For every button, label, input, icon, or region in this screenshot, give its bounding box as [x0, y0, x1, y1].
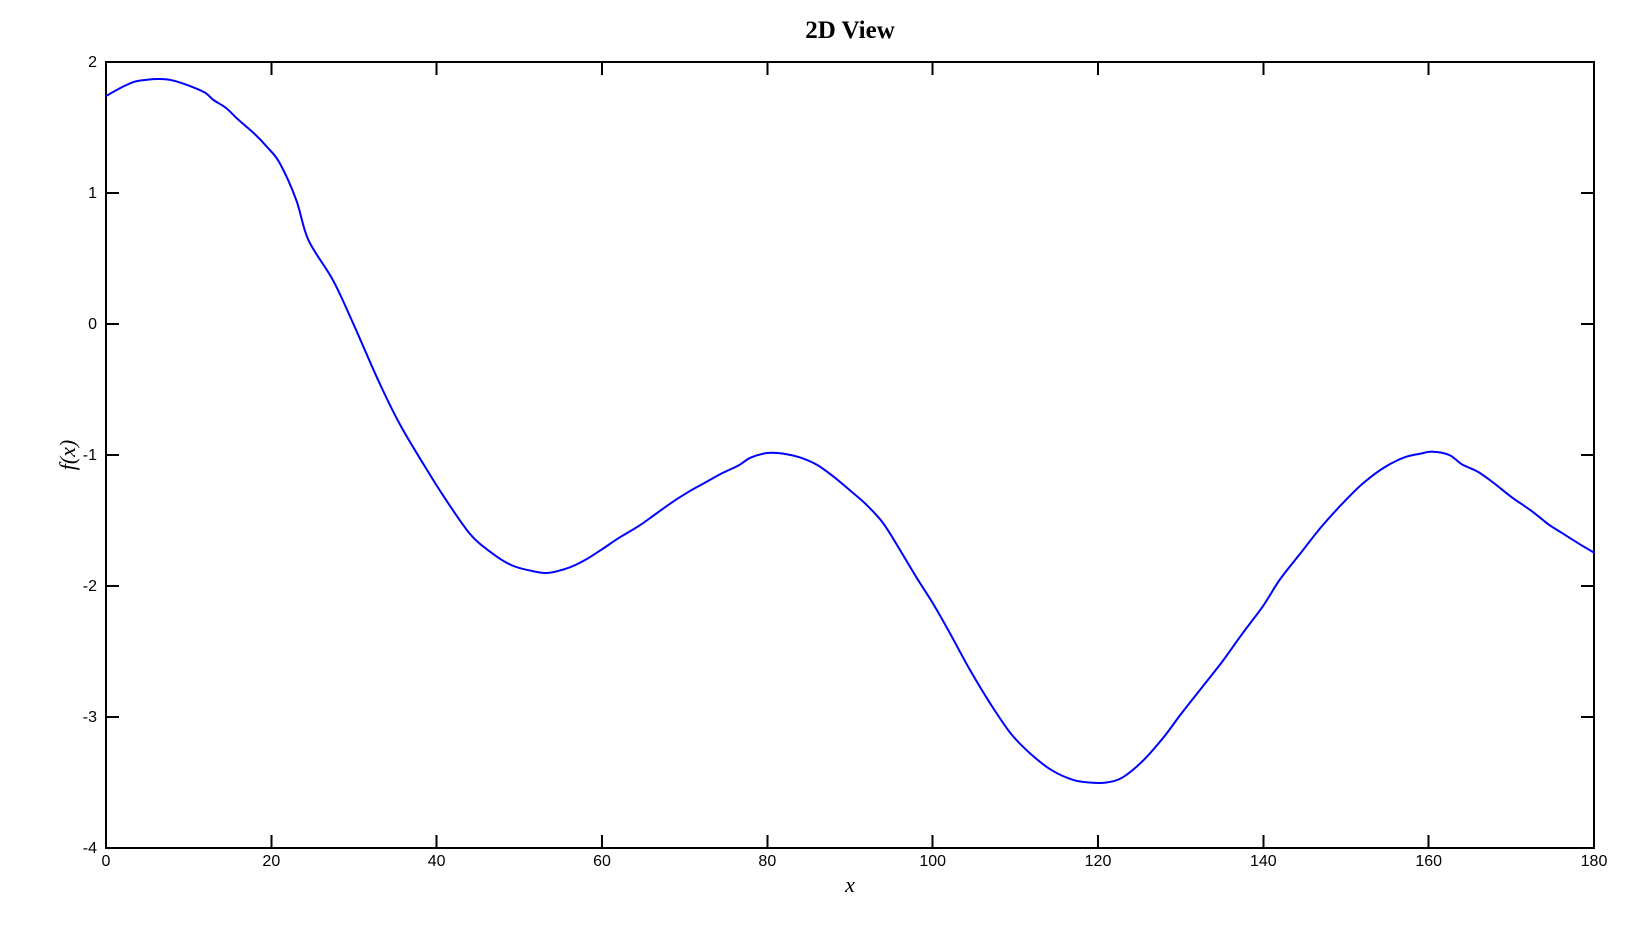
y-tick-label: -2	[83, 578, 97, 595]
x-tick-label: 60	[593, 853, 611, 870]
x-tick-label: 100	[919, 853, 946, 870]
y-tick-label: 2	[88, 54, 97, 71]
axes-frame	[105, 61, 1595, 849]
x-tick-label: 120	[1085, 853, 1112, 870]
x-tick-label: 140	[1250, 853, 1277, 870]
y-tick-label: -3	[83, 709, 97, 726]
y-tick-label: -4	[83, 840, 97, 857]
x-tick-label: 80	[758, 853, 776, 870]
x-tick-label: 40	[428, 853, 446, 870]
x-tick-label: 20	[262, 853, 280, 870]
x-tick-label: 0	[102, 853, 111, 870]
function-curve	[105, 77, 1595, 785]
chart-title: 2D View	[805, 17, 895, 44]
y-tick-label: 0	[88, 316, 97, 333]
x-tick-label: 160	[1415, 853, 1442, 870]
x-axis-label: x	[845, 872, 855, 897]
y-tick-label: -1	[83, 447, 97, 464]
x-tick-label: 180	[1581, 853, 1608, 870]
y-tick-label: 1	[88, 185, 97, 202]
y-axis-label: f(x)	[55, 439, 80, 471]
